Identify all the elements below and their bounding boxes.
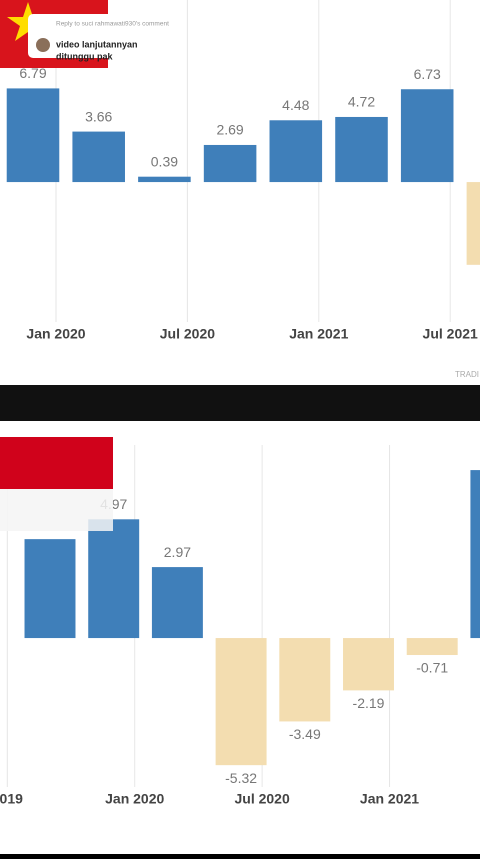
bar (400, 89, 454, 183)
bar (343, 638, 394, 691)
value-label: 4.48 (282, 97, 309, 113)
comment-text: ditunggu pak (56, 51, 113, 61)
bar (151, 567, 203, 639)
flag-red (0, 437, 113, 489)
comment-text: video lanjutannyan (56, 39, 138, 49)
value-label: -5.32 (225, 770, 257, 786)
x-tick-label: 2019 (0, 791, 23, 807)
value-label: 3.66 (85, 108, 112, 124)
bar (138, 176, 191, 183)
x-tick-label: Jul 2020 (160, 326, 215, 342)
x-tick-label: Jan 2021 (360, 791, 419, 807)
avatar (36, 38, 50, 52)
value-label: 4.72 (348, 94, 375, 110)
bar (269, 120, 323, 183)
bar (203, 144, 257, 183)
value-label: 6.73 (414, 66, 441, 82)
bar (6, 88, 60, 183)
value-label: 2.69 (216, 122, 243, 138)
value-label: 6.79 (19, 65, 46, 81)
divider (0, 385, 480, 421)
bar (215, 638, 267, 766)
reply-to: Reply to suci rahmawati930's comment (56, 21, 169, 28)
x-tick-label: Jan 2020 (26, 326, 85, 342)
bar (72, 131, 125, 183)
x-tick-label: Jan 2021 (289, 326, 348, 342)
value-label: -2.19 (353, 695, 385, 711)
bar (279, 638, 331, 722)
bar (335, 116, 388, 183)
x-tick-label: Jul 2021 (423, 326, 478, 342)
value-label: -0.71 (416, 660, 448, 676)
flag-white (0, 489, 113, 531)
bar (88, 519, 140, 639)
bar (470, 470, 480, 639)
bar (466, 182, 480, 265)
value-label: 0.39 (151, 153, 178, 169)
comment-bubble (28, 14, 154, 58)
bar (406, 638, 458, 656)
value-label: 2.97 (164, 544, 191, 560)
charts: 6.79 3.66 0.39 2.69 4.48 4.72 6.73 Jan 2020 Jul … (0, 0, 480, 807)
value-label: -3.49 (289, 726, 321, 742)
x-tick-label: Jan 2020 (105, 791, 164, 807)
bar (24, 539, 76, 639)
x-tick-label: Jul 2020 (234, 791, 289, 807)
watermark: TRADI (455, 370, 479, 379)
